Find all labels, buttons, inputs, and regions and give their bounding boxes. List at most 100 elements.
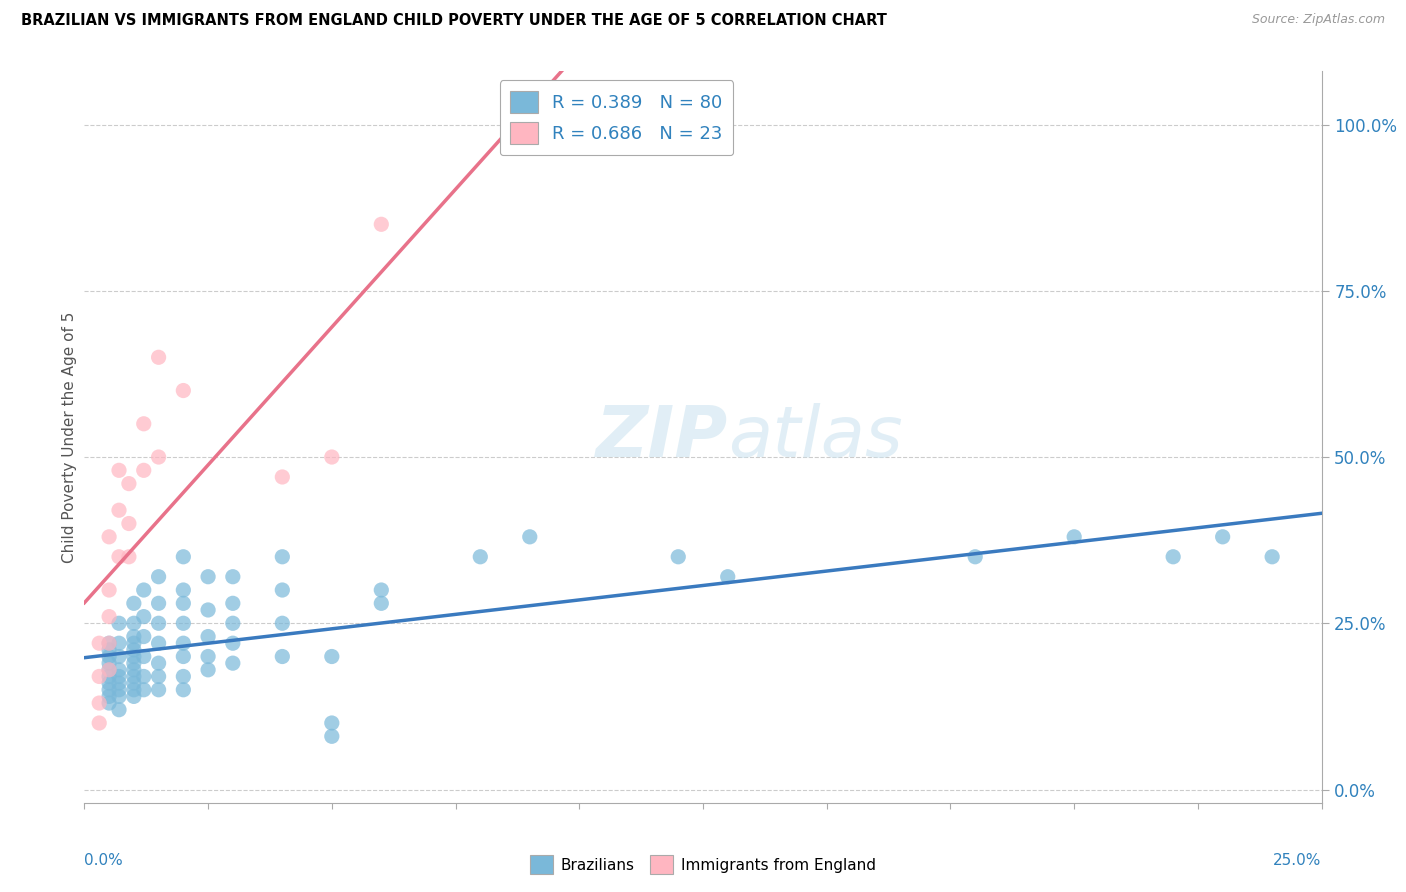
Point <box>222 616 245 631</box>
Point <box>172 384 194 398</box>
Point <box>172 549 194 564</box>
Point <box>132 417 155 431</box>
Point <box>108 682 131 697</box>
Point <box>132 682 155 697</box>
Point <box>122 656 145 670</box>
Point <box>271 616 294 631</box>
Point <box>108 690 131 704</box>
Point <box>1261 549 1284 564</box>
Point <box>197 630 219 644</box>
Point <box>108 616 131 631</box>
Point <box>122 649 145 664</box>
Point <box>108 649 131 664</box>
Y-axis label: Child Poverty Under the Age of 5: Child Poverty Under the Age of 5 <box>62 311 77 563</box>
Text: BRAZILIAN VS IMMIGRANTS FROM ENGLAND CHILD POVERTY UNDER THE AGE OF 5 CORRELATIO: BRAZILIAN VS IMMIGRANTS FROM ENGLAND CHI… <box>21 13 887 29</box>
Point <box>321 729 343 743</box>
Point <box>108 669 131 683</box>
Point <box>148 596 170 610</box>
Point <box>122 676 145 690</box>
Point <box>222 570 245 584</box>
Point <box>271 649 294 664</box>
Point <box>98 690 121 704</box>
Point <box>271 582 294 597</box>
Point <box>172 596 194 610</box>
Point <box>148 450 170 464</box>
Point <box>122 682 145 697</box>
Point <box>118 516 141 531</box>
Point <box>148 351 170 365</box>
Point <box>108 636 131 650</box>
Point <box>666 549 689 564</box>
Point <box>172 682 194 697</box>
Point <box>132 669 155 683</box>
Point <box>222 656 245 670</box>
Point <box>122 616 145 631</box>
Point <box>321 649 343 664</box>
Point <box>122 630 145 644</box>
Point <box>98 649 121 664</box>
Point <box>98 530 121 544</box>
Point <box>222 636 245 650</box>
Text: Source: ZipAtlas.com: Source: ZipAtlas.com <box>1251 13 1385 27</box>
Point <box>197 663 219 677</box>
Point <box>965 549 987 564</box>
Point <box>148 656 170 670</box>
Point <box>122 669 145 683</box>
Point <box>98 696 121 710</box>
Point <box>122 596 145 610</box>
Point <box>108 503 131 517</box>
Point <box>370 596 392 610</box>
Text: atlas: atlas <box>728 402 903 472</box>
Point <box>222 596 245 610</box>
Point <box>271 549 294 564</box>
Point <box>89 636 111 650</box>
Point <box>108 703 131 717</box>
Point <box>98 582 121 597</box>
Point <box>132 582 155 597</box>
Point <box>148 616 170 631</box>
Point <box>1161 549 1184 564</box>
Point <box>98 636 121 650</box>
Point <box>172 669 194 683</box>
Point <box>717 570 740 584</box>
Point <box>98 669 121 683</box>
Point <box>197 603 219 617</box>
Point <box>148 682 170 697</box>
Point <box>271 470 294 484</box>
Point <box>172 616 194 631</box>
Point <box>321 716 343 731</box>
Point <box>519 530 541 544</box>
Point <box>108 676 131 690</box>
Point <box>1063 530 1085 544</box>
Point <box>108 549 131 564</box>
Point <box>470 549 492 564</box>
Point <box>148 636 170 650</box>
Point <box>122 663 145 677</box>
Text: 25.0%: 25.0% <box>1274 854 1322 868</box>
Point <box>1212 530 1234 544</box>
Point <box>172 636 194 650</box>
Point <box>98 682 121 697</box>
Point <box>321 450 343 464</box>
Point <box>172 582 194 597</box>
Point <box>89 716 111 731</box>
Point <box>197 570 219 584</box>
Point <box>98 609 121 624</box>
Point <box>122 636 145 650</box>
Point <box>148 570 170 584</box>
Text: 0.0%: 0.0% <box>84 854 124 868</box>
Point <box>370 217 392 231</box>
Legend: R = 0.389   N = 80, R = 0.686   N = 23: R = 0.389 N = 80, R = 0.686 N = 23 <box>499 80 733 155</box>
Point <box>132 463 155 477</box>
Point <box>98 636 121 650</box>
Point <box>197 649 219 664</box>
Point <box>172 649 194 664</box>
Point <box>132 630 155 644</box>
Point <box>122 643 145 657</box>
Text: ZIP: ZIP <box>596 402 728 472</box>
Point <box>98 643 121 657</box>
Point <box>108 463 131 477</box>
Point <box>108 663 131 677</box>
Point <box>118 476 141 491</box>
Point <box>132 609 155 624</box>
